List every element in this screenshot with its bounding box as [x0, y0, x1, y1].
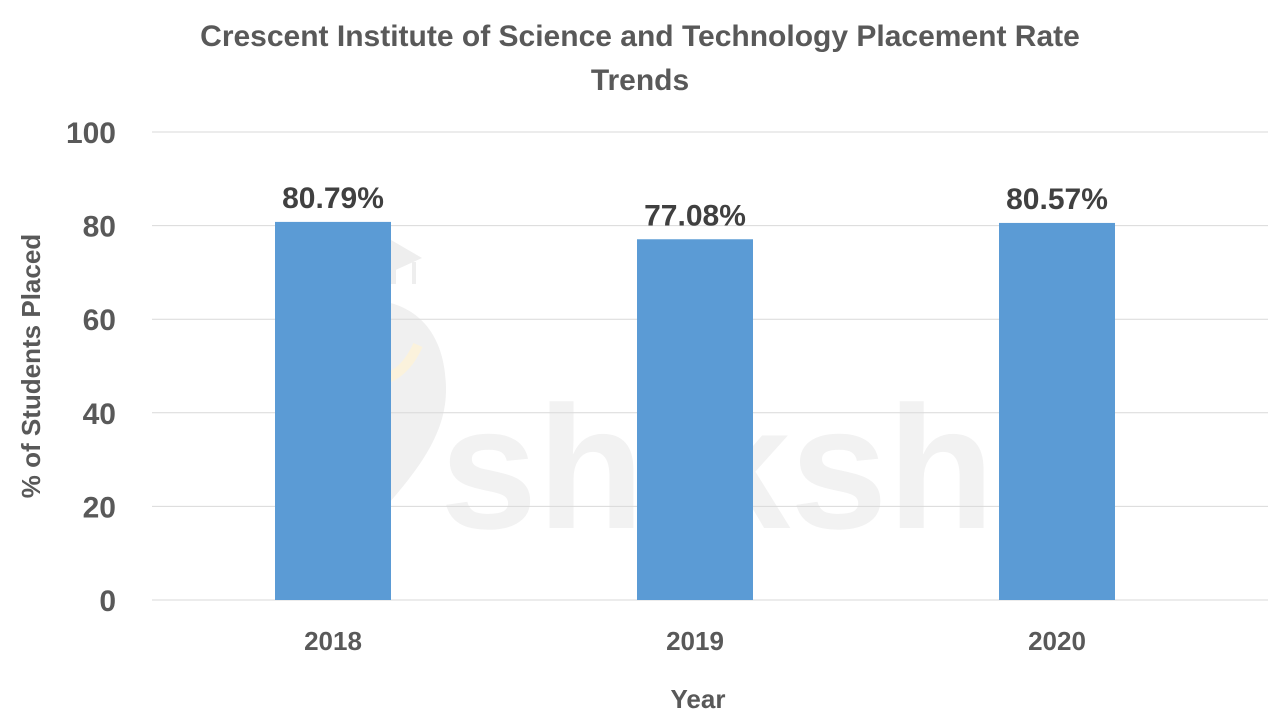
y-axis-ticks: 0 20 40 60 80 100: [66, 117, 116, 618]
bars: [275, 221, 1115, 600]
y-tick-label: 80: [83, 211, 116, 244]
data-label-2018: 80.79%: [282, 182, 384, 215]
data-label-2020: 80.57%: [1006, 183, 1108, 216]
bar-2018: [275, 221, 391, 600]
chart-title-line-2: Trends: [591, 64, 689, 97]
x-tick-label-2018: 2018: [304, 626, 362, 656]
y-axis-title: % of Students Placed: [16, 234, 46, 498]
x-tick-label-2019: 2019: [666, 626, 724, 656]
y-tick-label: 100: [66, 117, 116, 150]
y-tick-label: 0: [99, 585, 116, 618]
watermark-text: shiksha: [440, 371, 1093, 566]
x-tick-label-2020: 2020: [1028, 626, 1086, 656]
y-tick-label: 40: [83, 398, 116, 431]
x-axis-title: Year: [671, 684, 726, 714]
x-axis-ticks: 2018 2019 2020: [304, 626, 1086, 656]
chart-title-line-1: Crescent Institute of Science and Techno…: [200, 20, 1080, 53]
bar-2020: [999, 222, 1115, 600]
data-label-2019: 77.08%: [644, 199, 746, 232]
data-labels: 80.79% 77.08% 80.57%: [282, 182, 1108, 232]
bar-2019: [637, 239, 753, 600]
y-tick-label: 60: [83, 304, 116, 337]
y-tick-label: 20: [83, 491, 116, 524]
